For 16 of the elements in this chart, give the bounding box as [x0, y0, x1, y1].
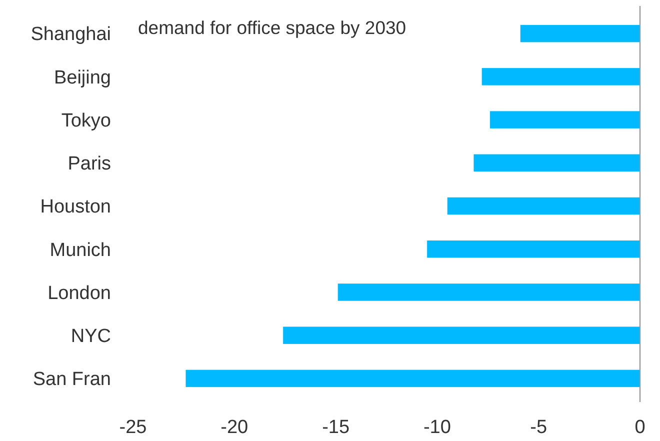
x-tick-label: -5 [530, 417, 548, 438]
y-tick-label: NYC [70, 326, 111, 347]
y-tick-label: London [48, 282, 111, 304]
x-tick-label: -20 [220, 417, 248, 438]
x-tick-label: -15 [322, 417, 350, 438]
x-tick-label: 0 [634, 417, 646, 438]
y-tick-label: Paris [68, 154, 111, 175]
y-tick-label: Houston [40, 196, 111, 218]
y-tick-label: San Fran [32, 369, 111, 390]
x-tick-label: -25 [119, 417, 147, 438]
y-tick-label: Shanghai [30, 24, 111, 46]
y-tick-label: Beijing [54, 67, 111, 88]
x-tick-label: -10 [423, 417, 451, 438]
y-tick-label: Tokyo [61, 110, 111, 132]
y-tick-label: Munich [50, 240, 111, 261]
text: demand for office space by 2030 [138, 17, 406, 38]
